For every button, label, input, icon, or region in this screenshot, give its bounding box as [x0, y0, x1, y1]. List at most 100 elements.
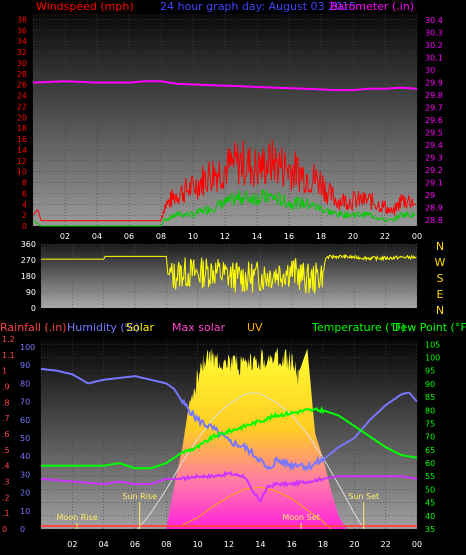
sensor-time-axis-ticks: 02 04 06 08 10 12 14 16 18 20 22 00: [67, 540, 422, 549]
humidity-axis-ticks: 0 10 20 30 40 50 60 70 80 90 100: [20, 343, 35, 534]
rainfall-tick-label: .5: [2, 446, 10, 455]
temperature-tick-label: 100: [425, 353, 440, 362]
barometer-line: [32, 80, 418, 92]
temperature-tick-label: 80: [425, 406, 435, 415]
windspeed-tick-label: 10: [17, 168, 27, 177]
time-tick-label: 02: [60, 232, 70, 241]
windspeed-tick-label: 2: [22, 211, 27, 220]
barometer-tick-label: 29.3: [425, 153, 443, 162]
sensor-series: [40, 347, 418, 530]
rainfall-axis-ticks: 0 .1 .2 .3 .4 .5 .6 .7 .8 .9 1 1.1 1.2: [2, 335, 15, 534]
humidity-line: [40, 367, 418, 472]
wind-baro-series: [32, 80, 418, 227]
uv-line: [181, 486, 332, 530]
humidity-tick-label: 100: [20, 343, 35, 352]
barometer-axis-ticks: 28.8 28.9 29 29.1 29.2 29.3 29.4 29.5 29.6 29.7 29…: [425, 16, 443, 225]
barometer-tick-label: 30.4: [425, 16, 443, 25]
temperature-tick-label: 75: [425, 419, 435, 428]
sensor-time-tick-label: 22: [381, 540, 391, 549]
temperature-tick-label: 85: [425, 393, 435, 402]
solar-label: Solar: [126, 321, 155, 334]
temperature-label: Temperature (°F): [311, 321, 406, 334]
chart-title: 24 hour graph day: August 03 2015: [160, 0, 356, 13]
temperature-tick-label: 55: [425, 472, 435, 481]
humidity-tick-label: 80: [20, 379, 30, 388]
compass-label: E: [437, 288, 444, 301]
barometer-tick-label: 29.4: [425, 141, 443, 150]
time-tick-label: 14: [252, 232, 262, 241]
dew-point-label: Dew Point (°F): [392, 321, 466, 334]
rainfall-tick-label: .4: [2, 462, 10, 471]
solar-area: [166, 347, 347, 529]
rainfall-tick-label: .1: [2, 509, 10, 518]
windspeed-tick-label: 38: [17, 15, 27, 24]
windspeed-tick-label: 24: [17, 92, 27, 101]
time-tick-label: 00: [412, 232, 422, 241]
max-solar-line: [137, 392, 365, 530]
annotation-label: Moon Set: [282, 513, 319, 522]
barometer-tick-label: 30.1: [425, 54, 443, 63]
windspeed-tick-label: 18: [17, 124, 27, 133]
time-tick-label: 12: [220, 232, 230, 241]
direction-tick-label: 0: [31, 304, 36, 313]
temperature-tick-label: 65: [425, 446, 435, 455]
humidity-label: Humidity (%): [67, 321, 139, 334]
rainfall-tick-label: 1.2: [2, 335, 15, 344]
temperature-tick-label: 95: [425, 367, 435, 376]
dew-point-line: [40, 470, 418, 503]
sensor-time-tick-label: 14: [255, 540, 265, 549]
wind-direction-line: [41, 253, 417, 294]
rainfall-tick-label: .6: [2, 430, 10, 439]
rainfall-label: Rainfall (.in): [0, 321, 67, 334]
time-tick-label: 10: [188, 232, 198, 241]
direction-tick-label: 270: [21, 256, 36, 265]
sensor-time-tick-label: 04: [99, 540, 109, 549]
time-tick-label: 22: [380, 232, 390, 241]
time-axis-ticks: 02 04 06 08 10 12 14 16 18 20 22 00: [60, 232, 422, 241]
humidity-tick-label: 10: [20, 507, 30, 516]
barometer-tick-label: 29.8: [425, 91, 443, 100]
windspeed-tick-label: 0: [22, 222, 27, 231]
wind-baro-grid: [32, 14, 418, 227]
rainfall-tick-label: .2: [2, 493, 10, 502]
wind-direction-axis-ticks: 0 90 180 270 360: [21, 240, 36, 313]
windspeed-tick-label: 32: [17, 48, 27, 57]
sensor-time-tick-label: 00: [412, 540, 422, 549]
compass-label: N: [436, 240, 444, 253]
sun-moon-annotations: Moon Rise Sun Rise Moon Set Sun Set: [56, 492, 379, 529]
compass-label: W: [435, 256, 446, 269]
barometer-tick-label: 30.2: [425, 41, 443, 50]
temperature-tick-label: 45: [425, 499, 435, 508]
direction-tick-label: 180: [21, 272, 36, 281]
barometer-tick-label: 29.6: [425, 116, 443, 125]
windspeed-tick-label: 6: [22, 189, 27, 198]
humidity-tick-label: 90: [20, 361, 30, 370]
direction-tick-label: 360: [21, 240, 36, 249]
rainfall-tick-label: .7: [2, 414, 10, 423]
temperature-line: [41, 406, 418, 470]
humidity-tick-label: 0: [20, 525, 25, 534]
sensor-time-tick-label: 08: [161, 540, 171, 549]
rainfall-tick-label: 0: [2, 525, 7, 534]
windspeed-tick-label: 16: [17, 135, 27, 144]
rainfall-tick-label: 1: [2, 367, 7, 376]
compass-label: S: [437, 272, 444, 285]
annotation-label: Sun Rise: [122, 492, 157, 501]
windspeed-tick-label: 26: [17, 81, 27, 90]
sensor-time-tick-label: 16: [287, 540, 297, 549]
windspeed-tick-label: 8: [22, 179, 27, 188]
windspeed-tick-label: 4: [22, 200, 27, 209]
windspeed-tick-label: 36: [17, 26, 27, 35]
barometer-axis-label: Barometer (.in): [330, 0, 414, 13]
time-tick-label: 04: [92, 232, 102, 241]
rainfall-tick-label: .9: [2, 383, 10, 392]
windspeed-tick-label: 30: [17, 59, 27, 68]
barometer-tick-label: 30.3: [425, 29, 443, 38]
time-tick-label: 16: [284, 232, 294, 241]
sensor-time-tick-label: 18: [318, 540, 328, 549]
barometer-tick-label: 28.9: [425, 203, 443, 212]
windspeed-axis-label: Windspeed (mph): [36, 0, 134, 13]
rainfall-tick-label: 1.1: [2, 351, 15, 360]
windspeed-tick-label: 12: [17, 157, 27, 166]
